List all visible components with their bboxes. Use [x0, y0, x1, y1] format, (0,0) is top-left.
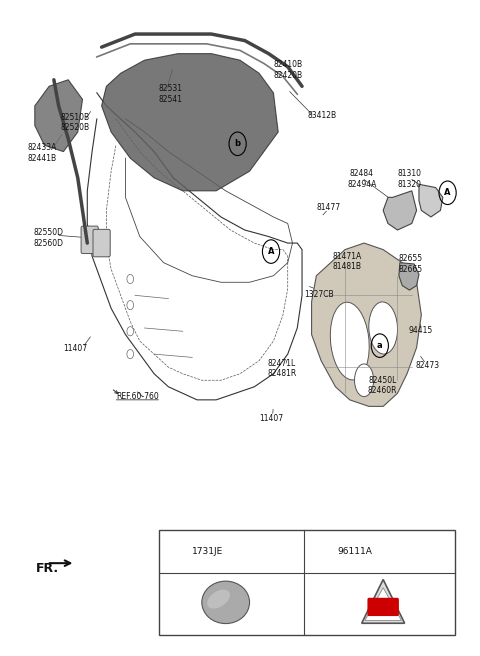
Polygon shape	[35, 80, 83, 152]
Text: 82655
82665: 82655 82665	[399, 255, 423, 274]
Text: 81477: 81477	[316, 203, 340, 212]
Text: b: b	[317, 547, 323, 556]
Text: 81310
81320: 81310 81320	[398, 169, 422, 189]
Polygon shape	[102, 54, 278, 191]
Text: 96111A: 96111A	[338, 547, 372, 556]
Text: 82550D
82560D: 82550D 82560D	[33, 228, 63, 247]
Text: 82510B
82520B: 82510B 82520B	[61, 113, 90, 132]
Text: A: A	[268, 247, 274, 256]
Text: 82433A
82441B: 82433A 82441B	[27, 143, 57, 163]
Text: b: b	[235, 139, 240, 148]
Text: 1327CB: 1327CB	[304, 289, 334, 298]
Polygon shape	[383, 191, 417, 230]
Text: 82450L
82460R: 82450L 82460R	[368, 376, 397, 395]
Text: 82473: 82473	[415, 361, 439, 371]
Polygon shape	[362, 579, 405, 623]
Ellipse shape	[355, 364, 373, 397]
Text: 94415: 94415	[408, 326, 432, 335]
Ellipse shape	[207, 590, 230, 609]
Text: a: a	[377, 341, 383, 350]
Text: 81471A
81481B: 81471A 81481B	[333, 252, 362, 271]
Text: 83412B: 83412B	[308, 112, 336, 120]
Text: A: A	[444, 188, 451, 197]
Ellipse shape	[369, 302, 397, 354]
Text: 82484
82494A: 82484 82494A	[347, 169, 376, 189]
Text: 82471L
82481R: 82471L 82481R	[267, 359, 297, 379]
FancyBboxPatch shape	[93, 230, 110, 256]
Text: a: a	[173, 547, 179, 556]
Text: 82531
82541: 82531 82541	[159, 85, 183, 104]
FancyBboxPatch shape	[367, 598, 399, 616]
Polygon shape	[365, 588, 401, 621]
Text: FR.: FR.	[36, 562, 59, 575]
Text: REF.60-760: REF.60-760	[116, 392, 159, 401]
FancyBboxPatch shape	[81, 226, 98, 253]
Polygon shape	[399, 262, 419, 290]
Text: 11407: 11407	[63, 344, 87, 354]
Text: 1731JE: 1731JE	[192, 547, 224, 556]
FancyBboxPatch shape	[159, 531, 455, 635]
Polygon shape	[419, 184, 443, 217]
Text: 11407: 11407	[259, 414, 283, 422]
Ellipse shape	[202, 581, 250, 624]
Ellipse shape	[330, 302, 369, 380]
Polygon shape	[312, 243, 421, 406]
Text: 82410B
82420B: 82410B 82420B	[273, 60, 302, 79]
